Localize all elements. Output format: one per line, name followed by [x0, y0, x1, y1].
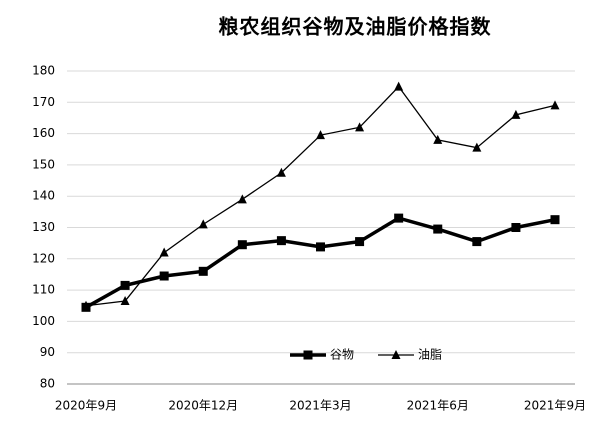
chart-title: 粮农组织谷物及油脂价格指数: [219, 15, 492, 39]
y-tick-label: 80: [40, 377, 55, 391]
marker-triangle: [120, 296, 130, 306]
legend-label: 谷物: [330, 348, 354, 362]
legend-marker: [391, 350, 401, 359]
marker-square: [433, 224, 443, 234]
y-tick-label: 150: [32, 157, 55, 171]
y-tick-label: 110: [32, 283, 55, 297]
legend-marker: [303, 350, 313, 360]
marker-square: [511, 223, 521, 232]
marker-triangle: [276, 167, 286, 177]
marker-square: [198, 266, 208, 276]
marker-square: [355, 237, 365, 247]
x-tick-label: 2020年9月: [55, 399, 117, 413]
marker-triangle: [472, 142, 482, 152]
x-tick-label: 2021年9月: [524, 399, 586, 413]
marker-triangle: [198, 219, 208, 229]
marker-square: [472, 237, 482, 247]
marker-triangle: [355, 122, 365, 132]
marker-triangle: [394, 81, 404, 91]
marker-square: [120, 280, 130, 290]
legend-label: 油脂: [418, 347, 442, 362]
x-tick-label: 2021年3月: [289, 399, 351, 413]
marker-triangle: [81, 300, 91, 310]
marker-square: [237, 240, 247, 250]
marker-triangle: [159, 247, 169, 257]
marker-triangle: [433, 134, 443, 144]
x-tick-label: 2020年12月: [168, 399, 238, 413]
marker-triangle: [237, 194, 247, 204]
marker-square: [394, 213, 404, 223]
y-tick-label: 130: [32, 220, 55, 234]
marker-square: [316, 242, 325, 252]
x-tick-label: 2021年6月: [407, 399, 469, 413]
marker-square: [550, 215, 560, 225]
y-tick-label: 170: [32, 95, 55, 109]
y-tick-label: 120: [32, 251, 55, 265]
marker-triangle: [316, 130, 325, 140]
y-tick-label: 160: [32, 126, 55, 140]
marker-triangle: [550, 100, 560, 110]
y-tick-label: 140: [32, 189, 55, 203]
y-tick-label: 100: [32, 314, 55, 328]
marker-triangle: [511, 109, 521, 119]
marker-square: [276, 236, 286, 246]
marker-square: [159, 271, 169, 281]
y-tick-label: 90: [40, 345, 55, 359]
y-tick-label: 180: [32, 64, 55, 78]
